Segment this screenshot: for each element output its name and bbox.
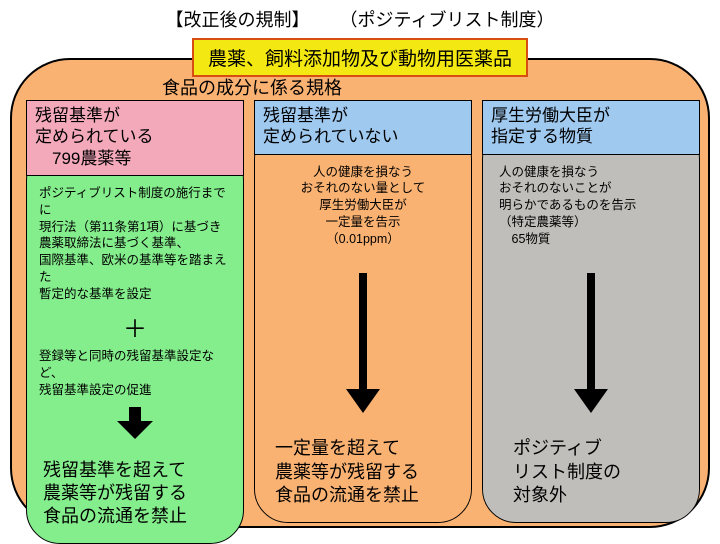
col3-desc1: 人の健康を損なう おそれのないことが 明らかであるものを告示 （特定農薬等） 6… <box>495 164 687 248</box>
header-row: 【改正後の規制】 （ポジティブリスト制度） <box>0 0 720 32</box>
title-bar: 農薬、飼料添加物及び動物用医薬品 <box>192 38 528 77</box>
arrow-down-icon <box>113 407 157 439</box>
col1-desc2: 登録等と同時の残留基準設定など、 残留基準設定の促進 <box>39 348 231 399</box>
col2-body: 人の健康を損なう おそれのない量として 厚生労働大臣が 一定量を告示 （0.01… <box>254 125 472 523</box>
col3-arrow <box>495 256 687 429</box>
arrow-down-icon <box>572 273 610 413</box>
col1-header: 残留基準が 定められている 799農薬等 <box>26 100 244 176</box>
title-bar-wrap: 農薬、飼料添加物及び動物用医薬品 <box>0 38 720 77</box>
col3-conclusion: ポジティブ リスト制度の 対象外 <box>495 437 687 507</box>
column-3: 厚生労働大臣が 指定する物質 人の健康を損なう おそれのないことが 明らかである… <box>482 100 700 544</box>
header-left: 【改正後の規制】 <box>166 6 310 32</box>
col1-desc1: ポジティブリスト制度の施行までに 現行法（第11条第1項）に基づき 農薬取締法に… <box>39 185 231 303</box>
arrow-down-icon <box>344 273 382 413</box>
col1-body: ポジティブリスト制度の施行までに 現行法（第11条第1項）に基づき 農薬取締法に… <box>26 146 244 544</box>
column-2: 残留基準が 定められていない 人の健康を損なう おそれのない量として 厚生労働大… <box>254 100 472 544</box>
col2-desc1: 人の健康を損なう おそれのない量として 厚生労働大臣が 一定量を告示 （0.01… <box>301 164 426 248</box>
column-1: 残留基準が 定められている 799農薬等 ポジティブリスト制度の施行までに 現行… <box>26 100 244 544</box>
col1-conclusion: 残留基準を超えて 農薬等が残留する 食品の流通を禁止 <box>39 459 231 529</box>
columns: 残留基準が 定められている 799農薬等 ポジティブリスト制度の施行までに 現行… <box>26 100 700 544</box>
col2-conclusion: 一定量を超えて 農薬等が残留する 食品の流通を禁止 <box>267 437 459 507</box>
section-title: 食品の成分に係る規格 <box>162 74 342 100</box>
col3-body: 人の健康を損なう おそれのないことが 明らかであるものを告示 （特定農薬等） 6… <box>482 125 700 523</box>
plus-icon: ＋ <box>39 309 231 344</box>
col3-header: 厚生労働大臣が 指定する物質 <box>482 100 700 155</box>
col2-header: 残留基準が 定められていない <box>254 100 472 155</box>
col2-arrow <box>267 256 459 429</box>
header-right: （ポジティブリスト制度） <box>340 6 555 32</box>
col1-arrow <box>39 407 231 439</box>
